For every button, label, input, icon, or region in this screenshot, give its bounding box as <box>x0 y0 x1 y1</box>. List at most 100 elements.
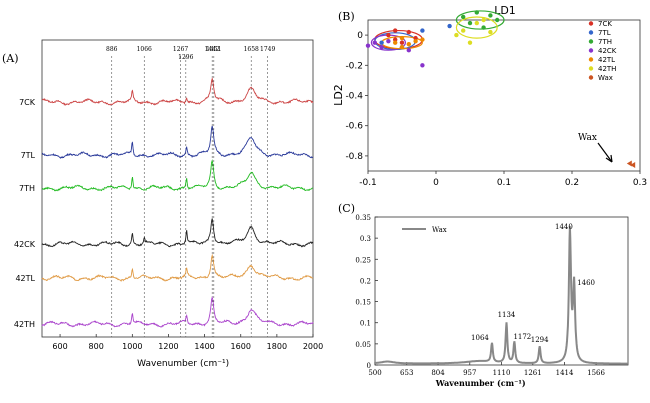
x-tick-label-1110: 1110 <box>493 369 511 377</box>
panel-c-xlabel: Wavenumber <box>435 378 495 388</box>
reference-label-1451: 1451 <box>206 46 221 53</box>
y-tick-label-0-1: 0.1 <box>360 320 371 328</box>
panel-b-title: LD1 <box>494 4 516 17</box>
point-7th-2 <box>488 13 493 18</box>
point-42ck-2 <box>386 38 391 44</box>
legend-label-7tl: 7TL <box>598 29 611 37</box>
panel-c-peak-labels: 1064 1134 1172 1294 1440 1460 <box>471 223 595 344</box>
panel-a-xlabel-unit: (cm⁻¹) <box>200 359 229 369</box>
series-label-42th: 42TH <box>14 320 35 329</box>
legend-label-42ck: 42CK <box>598 47 617 55</box>
reference-label-1442: 1442 <box>205 46 220 53</box>
point-42tl-0 <box>393 40 398 45</box>
x-tick-label-653: 653 <box>400 369 413 377</box>
y-tick-label-0-05: 0.05 <box>355 341 371 349</box>
panel-b-annotation-arrowhead <box>605 154 613 163</box>
point-7th-3 <box>467 20 473 26</box>
point-42tl-4 <box>399 44 405 50</box>
y-tick-label--0-2: -0.2 <box>345 61 363 71</box>
y-tick-label--0-4: -0.4 <box>345 92 363 102</box>
peak-label-1172: 1172 <box>513 333 531 341</box>
y-tick-label-0-3: 0.3 <box>360 235 371 243</box>
point-7tl-2 <box>420 28 425 33</box>
panel-a-letter: (A) <box>2 52 19 65</box>
peak-label-1134: 1134 <box>498 311 516 319</box>
x-tick-label-0: 0 <box>433 178 439 188</box>
point-42th-1 <box>474 20 479 26</box>
series-label-7ck: 7CK <box>19 98 36 107</box>
legend-marker-42th <box>588 66 594 71</box>
legend-label-7th: 7TH <box>598 38 612 46</box>
panel-c: (C) 500 653 804 957 1110 1261 1414 1566 0 0.05 0.1… <box>338 202 629 388</box>
point-7ck-0 <box>386 32 391 38</box>
series-label-42tl: 42TL <box>15 274 35 283</box>
x-tick-label-0-2: 0.2 <box>565 178 579 188</box>
legend-marker-7tl <box>588 30 594 35</box>
peak-label-1440: 1440 <box>555 223 573 231</box>
point-42tl-2 <box>406 41 411 47</box>
point-42ck-0 <box>372 40 377 45</box>
confidence-ellipse-4 <box>455 10 505 30</box>
legend-marker-42tl <box>588 57 594 62</box>
confidence-ellipse-5 <box>455 16 498 39</box>
x-tick-label-500: 500 <box>368 369 381 377</box>
point-7th-1 <box>474 10 479 15</box>
series-label-7tl: 7TL <box>21 151 36 160</box>
legend-marker-7th <box>588 39 594 44</box>
point-42ck-3 <box>365 43 371 48</box>
point-7ck-2 <box>399 40 405 45</box>
point-42tl-5 <box>420 37 425 42</box>
x-tick-label-1800: 1800 <box>267 342 287 351</box>
spectrum-line-7tl <box>41 125 314 159</box>
panel-b: (B) LD1 LD2 -0.1 0 0.1 0.2 0.30-0.2-0.4-0.6-… <box>332 4 647 188</box>
point-wax-0 <box>626 160 632 167</box>
point-42tl-1 <box>399 35 405 41</box>
series-label-7th: 7TH <box>19 184 35 193</box>
point-7th-4 <box>495 17 500 23</box>
x-tick-label-0-3: 0.3 <box>633 178 647 188</box>
panel-b-annotation-arrow <box>597 142 613 163</box>
point-42th-0 <box>461 28 466 33</box>
spectrum-line-42tl <box>41 253 314 282</box>
x-tick-label-2000: 2000 <box>303 342 323 351</box>
panel-c-axes: 500 653 804 957 1110 1261 1414 1566 0 0.05 0.1 0.15… <box>355 214 605 377</box>
x-tick-label-800: 800 <box>89 342 104 351</box>
y-tick-label-0-25: 0.25 <box>355 256 371 264</box>
legend-marker-42ck <box>588 48 594 53</box>
reference-label-1658: 1658 <box>244 46 259 53</box>
point-7th-0 <box>461 14 466 20</box>
legend-label-7ck: 7CK <box>598 20 612 28</box>
reference-label-886: 886 <box>106 46 118 53</box>
x-tick-label-1414: 1414 <box>556 369 574 377</box>
panel-c-frame <box>374 216 629 366</box>
point-42ck-1 <box>379 44 384 50</box>
legend-label-wax: Wax <box>432 226 447 234</box>
point-7tl-3 <box>447 23 452 29</box>
panel-b-letter: (B) <box>338 10 355 23</box>
peak-label-1064: 1064 <box>471 334 489 342</box>
x-tick-label-1566: 1566 <box>587 369 605 377</box>
reference-label-1296: 1296 <box>178 54 193 61</box>
spectrum-line-7th <box>41 159 314 192</box>
x-tick-label-0-1: 0.1 <box>497 178 511 188</box>
panel-c-spectrum <box>375 226 628 365</box>
point-42th-3 <box>467 40 473 45</box>
legend-label-wax: Wax <box>598 74 613 82</box>
reference-label-1267: 1267 <box>173 46 188 53</box>
reference-label-1749: 1749 <box>260 46 275 53</box>
panel-a-xlabel: Wavenumber <box>137 359 197 369</box>
point-42ck-4 <box>420 63 425 68</box>
legend-marker-7ck <box>588 21 594 26</box>
point-42ck-5 <box>406 48 411 53</box>
x-tick-label-600: 600 <box>52 342 67 351</box>
panel-a-x-axis: 600 800 1000 1200 1400 1600 1800 2000 <box>52 334 323 351</box>
panel-b-axes: -0.1 0 0.1 0.2 0.3 0 -0.2 -0.4 -0.6 -0.8 <box>345 31 647 188</box>
point-7th-5 <box>481 25 486 30</box>
panel-b-annotation: Wax <box>578 133 597 143</box>
x-tick-label-1400: 1400 <box>194 342 214 351</box>
panel-c-letter: (C) <box>338 202 355 215</box>
point-7ck-3 <box>406 29 411 35</box>
x-tick-label-1261: 1261 <box>524 369 542 377</box>
